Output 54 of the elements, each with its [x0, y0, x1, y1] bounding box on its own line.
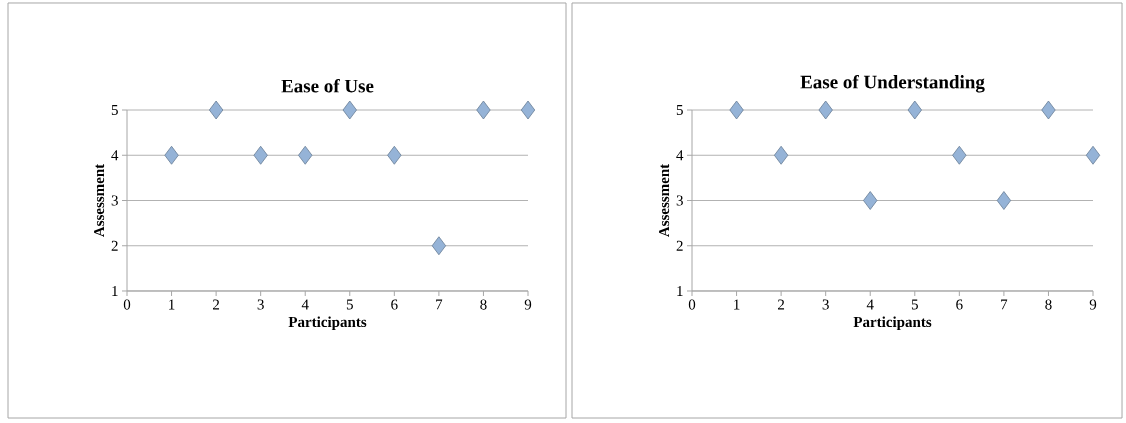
- y-tick-label: 4: [111, 150, 119, 161]
- chart-title: Ease of Understanding: [800, 74, 985, 93]
- point: [1085, 145, 1101, 165]
- x-tick-label: 4: [866, 299, 874, 310]
- x-tick-label: 2: [213, 299, 220, 310]
- y-tick-label: 2: [111, 240, 118, 251]
- point: [1041, 100, 1056, 120]
- x-tick-label: 4: [301, 299, 309, 310]
- x-axis-title: Participants: [853, 316, 932, 331]
- point: [996, 191, 1012, 210]
- point: [164, 145, 179, 165]
- point: [387, 145, 402, 165]
- x-tick-label: 9: [524, 299, 532, 310]
- point: [431, 236, 447, 256]
- point: [907, 100, 922, 120]
- x-tick-label: 5: [346, 299, 353, 310]
- x-tick-label: 7: [436, 299, 443, 310]
- x-tick-label: 5: [911, 299, 918, 310]
- x-tick-label: 1: [734, 299, 740, 310]
- y-tick-label: 1: [112, 286, 118, 296]
- x-tick-label: 0: [123, 299, 131, 310]
- point: [952, 145, 967, 165]
- y-tick-label: 4: [676, 150, 684, 161]
- point: [253, 145, 268, 165]
- point: [863, 191, 878, 210]
- x-tick-label: 6: [391, 299, 398, 310]
- y-tick-label: 3: [111, 195, 118, 206]
- x-tick-label: 8: [1045, 299, 1052, 310]
- x-tick-label: 3: [257, 299, 264, 310]
- x-tick-label: 2: [778, 299, 785, 310]
- point: [520, 100, 536, 120]
- y-tick-label: 5: [111, 105, 118, 115]
- y-tick-label: 3: [676, 195, 683, 206]
- point: [818, 100, 833, 120]
- point: [476, 100, 491, 120]
- x-tick-label: 8: [480, 299, 487, 310]
- point: [298, 145, 313, 165]
- y-tick-label: 1: [677, 286, 683, 296]
- point: [729, 100, 744, 120]
- x-tick-label: 9: [1089, 299, 1097, 310]
- x-tick-label: 7: [1001, 299, 1008, 310]
- point: [342, 100, 357, 120]
- y-tick-label: 5: [676, 105, 683, 115]
- x-tick-label: 1: [169, 299, 175, 310]
- y-axis-title: Assessment: [659, 163, 670, 238]
- chart-title: Ease of Use: [281, 78, 374, 93]
- x-axis-title: Participants: [288, 316, 367, 331]
- y-axis-title: Assessment: [94, 163, 105, 238]
- x-tick-label: 6: [956, 299, 963, 310]
- y-tick-label: 2: [676, 240, 683, 251]
- x-tick-label: 0: [688, 299, 696, 310]
- point: [208, 100, 224, 120]
- point: [773, 145, 789, 165]
- x-tick-label: 3: [822, 299, 829, 310]
